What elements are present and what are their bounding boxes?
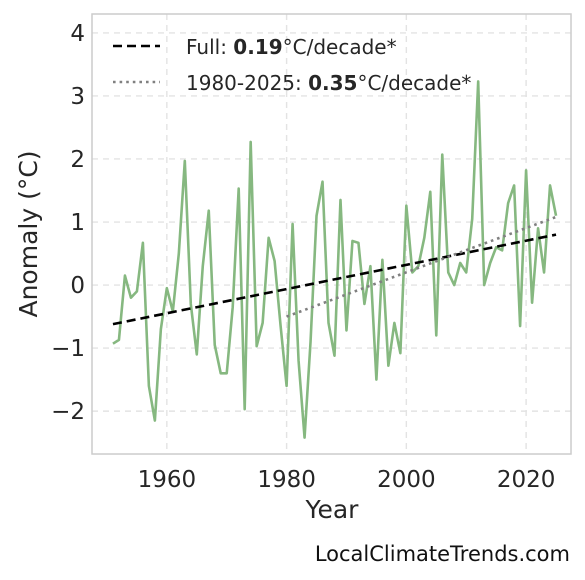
x-tick-label: 1980	[257, 467, 316, 493]
x-axis-label: Year	[305, 495, 360, 524]
legend-recent-suffix: °C/decade*	[357, 71, 471, 95]
legend-recent-rate: 0.35	[308, 71, 357, 95]
legend-full-suffix: °C/decade*	[283, 35, 397, 59]
y-tick-label: 3	[70, 84, 85, 110]
x-tick-label: 2020	[497, 467, 556, 493]
x-tick-label: 1960	[138, 467, 197, 493]
plot-frame	[91, 13, 572, 455]
x-tick-label: 2000	[377, 467, 436, 493]
legend-recent-prefix: 1980-2025:	[186, 71, 308, 95]
recent-trend-line	[286, 215, 557, 318]
full-trend-line	[112, 233, 557, 326]
legend-full-rate: 0.19	[233, 35, 282, 59]
legend: Full: 0.19°C/decade* 1980-2025: 0.35°C/d…	[113, 35, 471, 95]
y-tick-label: −2	[51, 399, 85, 425]
plot-series	[112, 80, 558, 439]
legend-entry-full: Full: 0.19°C/decade*	[186, 35, 397, 59]
anomaly-line	[112, 80, 558, 439]
y-tick-label: −1	[51, 336, 85, 362]
tick-labels: 1960 1980 2000 2020 −2 −1 0 1 2 3 4	[51, 21, 555, 493]
source-credit: LocalClimateTrends.com	[315, 542, 570, 566]
y-axis-label: Anomaly (°C)	[14, 150, 43, 317]
legend-entry-recent: 1980-2025: 0.35°C/decade*	[186, 71, 471, 95]
y-tick-label: 0	[70, 273, 85, 299]
y-tick-label: 1	[70, 210, 85, 236]
legend-full-prefix: Full:	[186, 35, 233, 59]
y-tick-label: 2	[70, 147, 85, 173]
y-tick-label: 4	[70, 21, 85, 47]
